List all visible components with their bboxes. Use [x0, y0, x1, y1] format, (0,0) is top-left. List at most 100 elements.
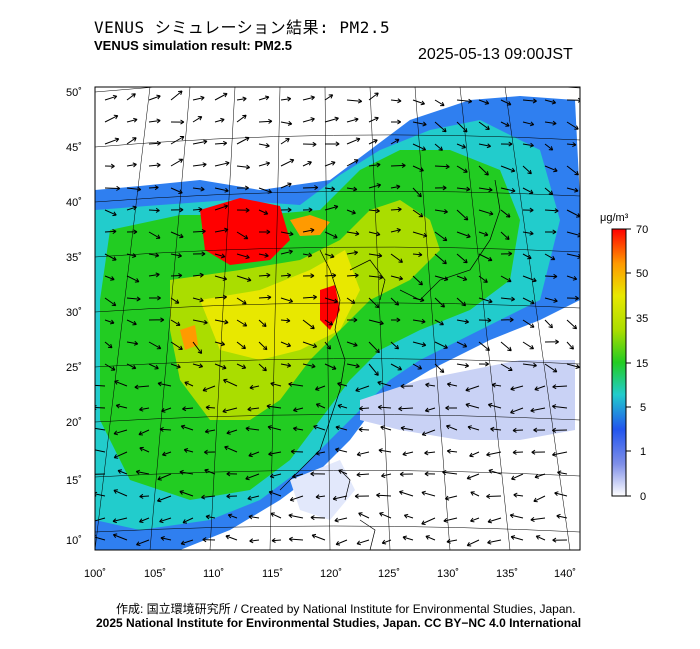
wind-arrow: [224, 445, 238, 453]
wind-arrow: [368, 183, 382, 189]
wind-arrow: [205, 405, 216, 411]
lat-label: 20˚: [66, 417, 82, 429]
wind-arrow: [390, 98, 402, 104]
wind-arrow: [288, 513, 304, 519]
wind-arrow: [456, 297, 467, 307]
wind-arrow: [192, 297, 204, 303]
wind-arrow: [126, 275, 140, 283]
wind-arrow: [104, 163, 115, 169]
wind-arrow: [160, 536, 172, 541]
wind-arrow: [236, 96, 247, 102]
wind-arrow: [425, 382, 436, 388]
wind-arrow: [95, 405, 106, 411]
wind-arrow: [378, 448, 392, 453]
wind-arrow: [509, 513, 524, 519]
wind-arrow: [149, 295, 161, 301]
wind-arrow: [500, 317, 514, 323]
wind-arrow: [313, 424, 326, 431]
wind-arrow: [324, 186, 336, 192]
wind-arrow: [399, 490, 414, 497]
wind-arrow: [138, 429, 150, 436]
wind-arrow: [249, 538, 260, 544]
wind-arrow: [267, 425, 282, 431]
wind-arrow: [179, 469, 194, 475]
lon-label: 115˚: [262, 568, 283, 580]
wind-arrow: [346, 363, 360, 369]
wind-arrow: [148, 140, 161, 146]
wind-arrow: [390, 184, 401, 190]
lon-label: 120˚: [320, 568, 342, 580]
wind-arrow: [95, 473, 106, 475]
wind-arrow: [184, 381, 194, 387]
wind-arrow: [292, 426, 304, 432]
wind-arrow: [470, 517, 480, 523]
wind-arrow: [544, 99, 557, 105]
wind-arrow: [214, 253, 226, 259]
wind-arrow: [293, 407, 304, 413]
lat-label: 40˚: [66, 197, 82, 209]
wind-arrow: [412, 363, 423, 370]
wind-arrow: [434, 143, 443, 151]
wind-arrow: [266, 403, 282, 409]
wind-arrow: [346, 98, 363, 104]
wind-arrow: [400, 425, 414, 431]
lon-label: 125˚: [378, 568, 400, 580]
wind-arrow: [192, 251, 206, 257]
wind-arrow: [113, 429, 128, 436]
colorbar-tick: 50: [636, 268, 648, 280]
wind-arrow: [443, 517, 458, 523]
wind-arrow: [302, 117, 315, 123]
wind-arrow: [280, 158, 295, 167]
wind-arrow: [552, 537, 568, 543]
wind-arrow: [157, 495, 172, 503]
wind-arrow: [544, 165, 558, 173]
wind-arrow: [258, 341, 268, 351]
wind-arrow: [236, 164, 251, 170]
wind-arrow: [280, 207, 292, 213]
wind-arrow: [302, 95, 315, 101]
wind-arrow: [202, 537, 216, 543]
wind-arrow: [446, 448, 458, 454]
lat-label: 35˚: [66, 252, 82, 264]
wind-arrow: [522, 121, 535, 127]
wind-arrow: [412, 121, 427, 127]
wind-arrow: [170, 231, 184, 239]
wind-arrow: [456, 186, 471, 192]
wind-arrow: [302, 227, 315, 233]
wind-arrow: [214, 227, 229, 233]
copyright-line: 2025 National Institute for Environmenta…: [96, 616, 582, 630]
wind-arrow: [225, 534, 238, 541]
wind-arrow: [159, 517, 172, 524]
wind-arrow: [368, 363, 379, 376]
wind-arrow: [258, 363, 267, 372]
wind-arrow: [346, 117, 359, 123]
wind-arrow: [456, 209, 469, 221]
wind-arrow: [412, 318, 426, 324]
wind-arrow: [201, 494, 216, 500]
wind-arrow: [288, 381, 304, 387]
wind-arrow: [478, 297, 493, 304]
wind-arrow: [170, 253, 182, 258]
wind-arrow: [545, 229, 557, 235]
wind-arrow: [355, 385, 370, 392]
wind-arrow: [358, 427, 370, 433]
wind-arrow: [170, 341, 183, 350]
wind-arrow: [456, 231, 471, 239]
wind-arrow: [148, 363, 159, 370]
colorbar-tick: 70: [636, 224, 648, 236]
wind-arrow: [139, 493, 150, 499]
wind-arrow: [446, 424, 458, 431]
wind-arrow: [544, 120, 557, 126]
wind-arrow: [566, 295, 579, 301]
wind-arrow: [566, 231, 580, 238]
wind-arrow: [390, 163, 406, 169]
wind-arrow: [490, 426, 502, 432]
wind-arrow: [104, 275, 115, 281]
wind-arrow: [258, 118, 273, 124]
wind-arrow: [269, 473, 282, 479]
lon-label: 130˚: [437, 568, 459, 580]
wind-arrow: [466, 473, 480, 480]
longitude-labels: 100˚ 105˚ 110˚ 115˚ 120˚ 125˚ 130˚ 135˚ …: [84, 568, 576, 580]
wind-arrow: [390, 253, 403, 263]
